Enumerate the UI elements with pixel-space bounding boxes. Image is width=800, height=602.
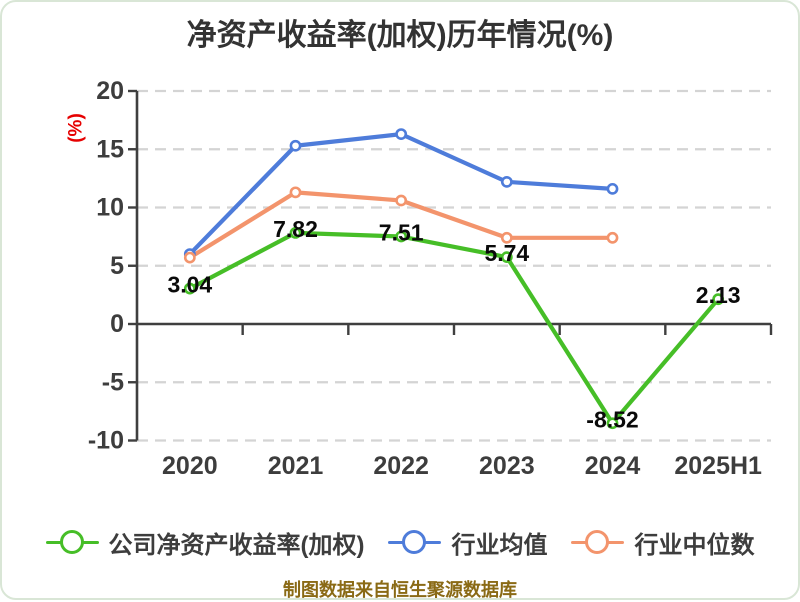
legend-label-company-roe: 公司净资产收益率(加权) [108, 532, 365, 559]
data-point-marker-s0-2023 [500, 251, 513, 264]
data-point-marker-s1-2023 [500, 175, 513, 188]
x-axis-label-2020: 2020 [162, 452, 218, 480]
value-label-2020: 3.04 [167, 272, 212, 298]
y-axis-label: -10 [88, 427, 124, 455]
x-axis-label-2025H1: 2025H1 [674, 452, 762, 480]
y-axis-label: -5 [102, 368, 124, 396]
legend-label-industry-average: 行业均值 [451, 532, 548, 559]
y-axis-label: 15 [96, 135, 124, 163]
data-point-marker-s0-2021 [289, 226, 302, 239]
data-point-marker-s1-2021 [289, 139, 302, 152]
y-axis-unit-label: (%) [66, 113, 87, 143]
industry-median-legend-marker-icon [571, 529, 625, 556]
roe-line-chart-plot-area: 20 15 10 5 0 -5 -10 3.04 7.82 7.51 5.74 -8.52 2.13 20… [66, 77, 773, 480]
x-axis-label-2021: 2021 [268, 452, 324, 480]
y-axis-label: 20 [96, 77, 124, 105]
industry-average-legend-marker-icon [388, 529, 442, 556]
data-point-marker-s0-2025H1 [712, 293, 725, 306]
data-point-marker-s0-2022 [395, 230, 408, 243]
data-point-marker-s1-2024 [606, 182, 619, 195]
series-line-0 [187, 230, 721, 426]
x-axis-label-2024: 2024 [585, 452, 641, 480]
legend-label-industry-median: 行业中位数 [634, 532, 755, 559]
data-point-marker-s2-2020 [183, 251, 196, 264]
data-point-marker-s2-2022 [395, 194, 408, 207]
data-point-marker-s2-2021 [289, 186, 302, 199]
y-axis-label: 5 [110, 252, 124, 280]
legend-item-company-roe[interactable]: 公司净资产收益率(加权) [45, 525, 365, 560]
company-roe-legend-marker-icon [45, 529, 99, 556]
legend-item-industry-median[interactable]: 行业中位数 [571, 525, 754, 560]
value-label-2025H1: 2.13 [696, 282, 741, 308]
data-point-marker-s0-2024 [606, 417, 619, 430]
chart-title: 净资产收益率(加权)历年情况(%) [186, 19, 614, 52]
legend-item-industry-average[interactable]: 行业均值 [388, 525, 547, 560]
data-point-marker-s2-2023 [500, 231, 513, 244]
chart-legend: 公司净资产收益率(加权) 行业均值 行业中位数 [2, 525, 798, 560]
x-axis-label-2022: 2022 [373, 452, 429, 480]
x-axis-label-2023: 2023 [479, 452, 535, 480]
data-source-note: 制图数据来自恒生聚源数据库 [283, 580, 517, 600]
value-label-2021: 7.82 [273, 216, 318, 242]
y-axis-label: 0 [110, 310, 124, 338]
y-axis-label: 10 [96, 194, 124, 222]
data-point-marker-s0-2020 [183, 282, 196, 295]
value-label-2024: -8.52 [586, 406, 638, 432]
value-label-2022: 7.51 [379, 220, 424, 246]
value-label-2023: 5.74 [484, 240, 529, 266]
data-point-marker-s1-2022 [395, 128, 408, 141]
data-point-marker-s2-2024 [606, 231, 619, 244]
